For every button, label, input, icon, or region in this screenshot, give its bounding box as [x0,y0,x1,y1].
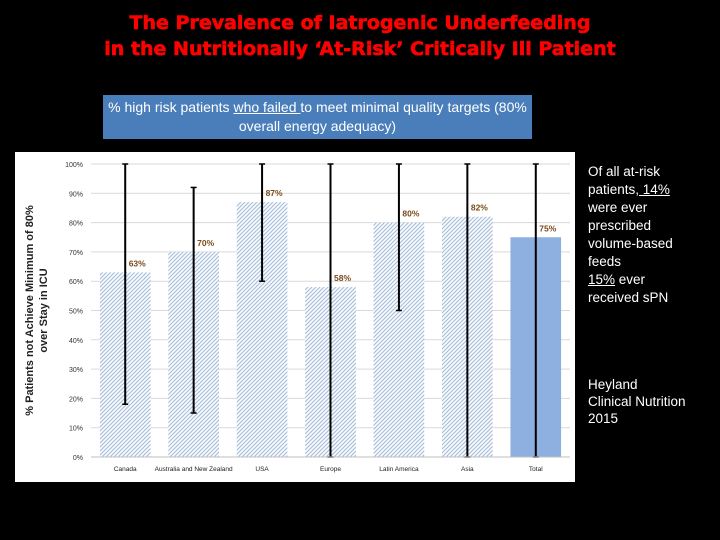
subtitle-text-part-1: % high risk patients [108,99,234,115]
y-axis-title-line-2: over Stay in ICU [38,268,50,352]
note-line-5: volume-based [588,236,673,251]
data-label: 58% [334,273,351,283]
y-axis-title-line-1: % Patients not Achieve Minimum of 80% [24,205,36,416]
y-tick-label: 10% [69,426,83,433]
note-line-7-a: 15% [588,272,616,287]
bar-chart: 63% 70% 87% 58% 80% 82% 75% 0% 10% 20% 30% 40% 50% 6… [15,152,575,482]
error-bar-layer [122,163,539,458]
data-label: 87% [266,188,283,198]
slide-title-line-2: in the Nutritionally ‘At-Risk’ Criticall… [104,38,616,61]
note-line-6: feeds [588,254,622,269]
citation: Heyland Clinical Nutrition 2015 [588,376,718,427]
note-line-4: prescribed [588,218,652,233]
side-note: Of all at-risk patients, 14% were ever p… [588,163,718,307]
note-line-8: received sPN [588,290,669,305]
data-label-layer: 63% 70% 87% 58% 80% 82% 75% [129,188,557,283]
y-tick-label: 100% [65,162,83,169]
x-tick-label: Latin America [379,466,419,473]
bar-chart-svg: 63% 70% 87% 58% 80% 82% 75% 0% 10% 20% 30% 40% 50% 6… [24,162,570,473]
y-tick-label: 0% [73,455,83,462]
x-tick-label: Canada [114,466,137,473]
subtitle-text-part-2: to meet minimal quality targets (80% ove… [238,99,527,134]
note-line-2: patients, 14% [588,181,718,199]
note-line-3: were ever [588,200,648,215]
x-tick-label: Asia [461,466,474,473]
data-label: 82% [471,203,488,213]
note-line-2-a: patients [588,182,636,197]
citation-line-2: Clinical Nutrition [588,394,686,409]
y-tick-label: 50% [69,309,83,316]
citation-line-3: 2015 [588,411,619,426]
citation-line-1: Heyland [588,377,638,392]
x-tick-label: Australia and New Zealand [155,466,233,473]
y-tick-label: 20% [69,396,83,403]
note-line-7-b: ever [615,272,646,287]
note-line-7: 15% ever [588,271,718,289]
y-tick-label: 40% [69,338,83,345]
note-line-1: Of all at-risk [588,164,661,179]
x-tick-label: Europe [320,466,341,473]
y-tick-label: 80% [69,221,83,228]
note-line-2-b: , 14% [635,182,670,197]
axis-layer: 0% 10% 20% 30% 40% 50% 60% 70% 80% 90% 100% Canada A… [24,162,570,473]
x-tick-label: USA [255,466,269,473]
data-label: 75% [539,223,556,233]
data-label: 63% [129,258,146,268]
subtitle-underlined-text: who failed [233,99,301,115]
y-tick-label: 90% [69,191,83,198]
data-label: 70% [197,238,214,248]
y-tick-label: 30% [69,367,83,374]
chart-subtitle-box: % high risk patients who failed to meet … [103,95,532,139]
slide-title-line-1: The Prevalence of Iatrogenic Underfeedin… [129,12,591,35]
x-tick-label: Total [529,466,543,473]
data-label: 80% [402,209,419,219]
y-tick-label: 70% [69,250,83,257]
slide-title: The Prevalence of Iatrogenic Underfeedin… [0,10,720,62]
y-tick-label: 60% [69,279,83,286]
